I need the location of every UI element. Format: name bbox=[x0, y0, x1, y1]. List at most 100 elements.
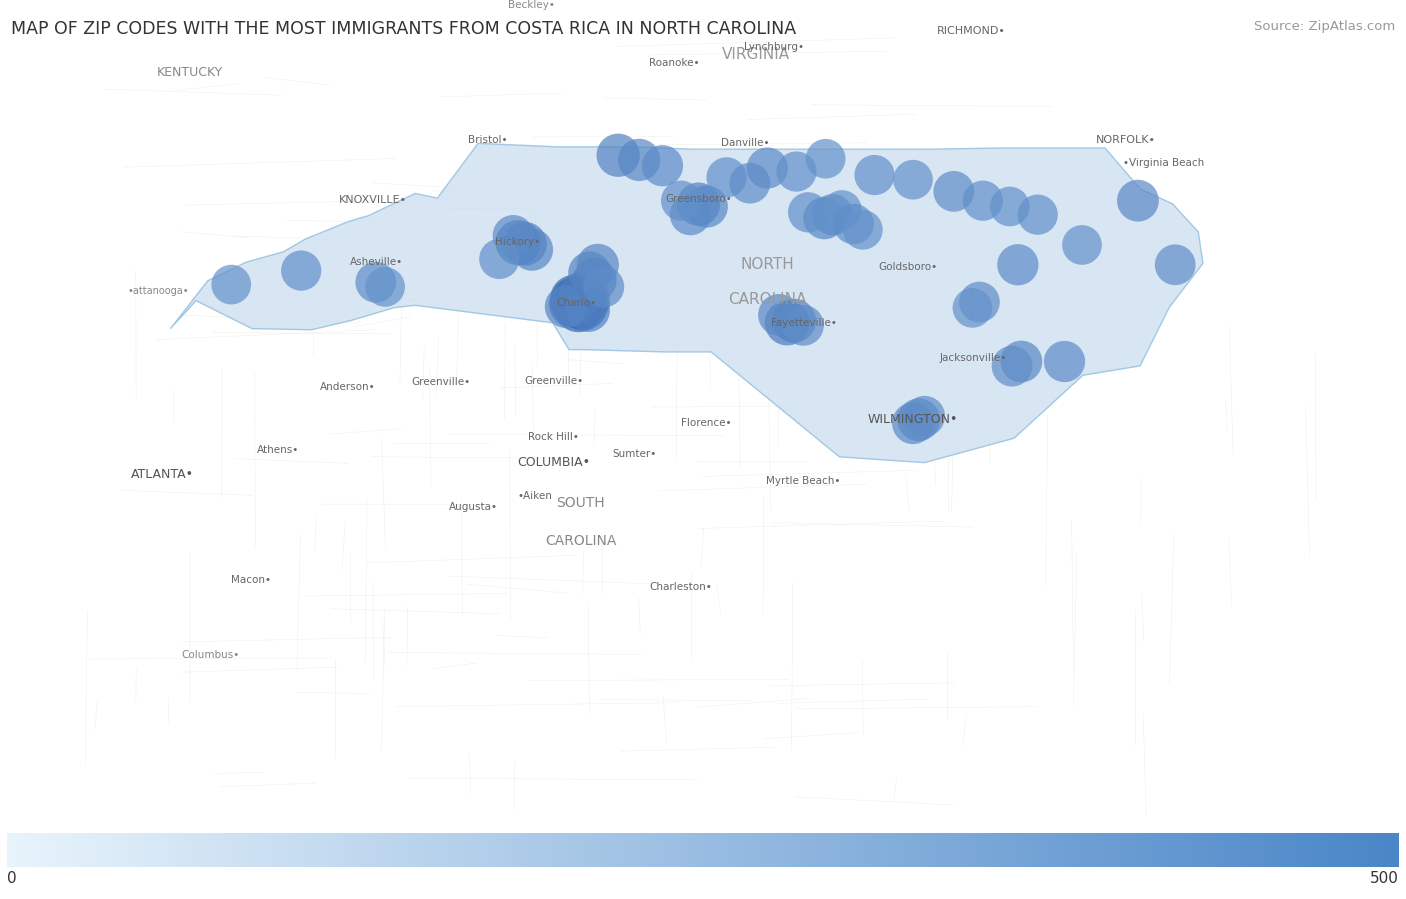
Point bbox=[1026, 208, 1049, 222]
Text: Greenville•: Greenville• bbox=[411, 378, 471, 387]
Point bbox=[842, 217, 865, 231]
Point bbox=[679, 208, 702, 222]
Point bbox=[219, 278, 242, 292]
Text: KENTUCKY: KENTUCKY bbox=[157, 66, 224, 79]
Point bbox=[901, 173, 924, 187]
Text: COLUMBIA•: COLUMBIA• bbox=[517, 456, 591, 469]
Text: CAROLINA: CAROLINA bbox=[728, 292, 806, 307]
Point bbox=[863, 168, 886, 182]
Text: NORFOLK•: NORFOLK• bbox=[1097, 135, 1156, 145]
Text: •Virginia Beach: •Virginia Beach bbox=[1123, 158, 1204, 168]
Text: Beckley•: Beckley• bbox=[508, 0, 555, 10]
Text: Anderson•: Anderson• bbox=[319, 382, 375, 392]
Point bbox=[942, 184, 965, 199]
Point bbox=[364, 275, 387, 289]
Text: MAP OF ZIP CODES WITH THE MOST IMMIGRANTS FROM COSTA RICA IN NORTH CAROLINA: MAP OF ZIP CODES WITH THE MOST IMMIGRANT… bbox=[11, 20, 796, 38]
Point bbox=[290, 263, 312, 278]
Point bbox=[569, 297, 592, 311]
Text: •attanooga•: •attanooga• bbox=[128, 287, 190, 297]
Text: Charleston•: Charleston• bbox=[650, 583, 713, 592]
Point bbox=[792, 318, 814, 333]
Point bbox=[962, 300, 984, 315]
Point bbox=[572, 298, 595, 313]
Point bbox=[513, 236, 536, 251]
Text: Sumter•: Sumter• bbox=[612, 450, 657, 459]
Point bbox=[821, 208, 844, 222]
Point bbox=[1010, 354, 1032, 369]
Point bbox=[607, 148, 630, 163]
Point bbox=[561, 298, 583, 312]
Text: Lynchburg•: Lynchburg• bbox=[744, 41, 804, 51]
Text: Hickory•: Hickory• bbox=[495, 237, 540, 247]
Text: CAROLINA: CAROLINA bbox=[546, 534, 616, 547]
Point bbox=[571, 287, 593, 301]
Point bbox=[1053, 354, 1076, 369]
Point bbox=[908, 413, 931, 427]
Point bbox=[578, 266, 600, 280]
Point bbox=[696, 200, 718, 214]
Point bbox=[1126, 193, 1149, 208]
Text: Florence•: Florence• bbox=[682, 418, 731, 428]
Text: Goldsboro•: Goldsboro• bbox=[879, 262, 938, 271]
Point bbox=[756, 161, 779, 175]
Text: SOUTH: SOUTH bbox=[557, 496, 605, 511]
Point bbox=[914, 409, 936, 423]
Point bbox=[564, 295, 586, 309]
Text: Fayetteville•: Fayetteville• bbox=[772, 318, 838, 328]
Text: ATLANTA•: ATLANTA• bbox=[131, 467, 194, 481]
Text: Danville•: Danville• bbox=[721, 138, 769, 148]
Point bbox=[1164, 258, 1187, 272]
Text: •Aiken: •Aiken bbox=[517, 492, 553, 502]
Point bbox=[998, 200, 1021, 214]
Point bbox=[576, 303, 599, 317]
Point bbox=[813, 211, 835, 226]
Point bbox=[901, 416, 924, 431]
Point bbox=[567, 300, 589, 315]
Point bbox=[628, 153, 651, 167]
Text: 0: 0 bbox=[7, 871, 17, 886]
Point bbox=[785, 165, 807, 179]
Point bbox=[651, 158, 673, 173]
Point bbox=[669, 193, 692, 208]
Point bbox=[783, 314, 806, 328]
Point bbox=[972, 193, 994, 208]
Point bbox=[520, 243, 543, 257]
Point bbox=[852, 223, 875, 237]
Text: Myrtle Beach•: Myrtle Beach• bbox=[766, 476, 841, 486]
Polygon shape bbox=[170, 143, 1204, 463]
Text: WILMINGTON•: WILMINGTON• bbox=[868, 413, 957, 426]
Point bbox=[814, 152, 837, 166]
Point bbox=[969, 295, 991, 309]
Point bbox=[583, 272, 606, 287]
Point bbox=[797, 205, 820, 219]
Point bbox=[1071, 237, 1094, 252]
Point bbox=[738, 176, 761, 191]
Point bbox=[592, 280, 614, 294]
Text: Greensboro•: Greensboro• bbox=[665, 194, 731, 204]
Point bbox=[776, 316, 799, 330]
Text: Charlo•: Charlo• bbox=[555, 298, 596, 308]
Point bbox=[575, 294, 598, 308]
Text: KNOXVILLE•: KNOXVILLE• bbox=[339, 195, 408, 206]
Point bbox=[586, 258, 609, 272]
Point bbox=[688, 197, 710, 211]
Point bbox=[562, 291, 585, 306]
Point bbox=[1001, 359, 1024, 373]
Text: VIRGINIA: VIRGINIA bbox=[721, 48, 790, 62]
Text: Jacksonville•: Jacksonville• bbox=[939, 352, 1007, 363]
Point bbox=[506, 236, 529, 250]
Point bbox=[768, 307, 790, 322]
Text: Asheville•: Asheville• bbox=[350, 257, 404, 267]
Text: Roanoke•: Roanoke• bbox=[648, 58, 699, 68]
Point bbox=[1007, 258, 1029, 272]
Point bbox=[374, 280, 396, 294]
Text: Columbus•: Columbus• bbox=[181, 650, 239, 660]
Text: Athens•: Athens• bbox=[256, 445, 298, 455]
Point bbox=[502, 228, 524, 243]
Text: Macon•: Macon• bbox=[231, 575, 271, 585]
Text: NORTH: NORTH bbox=[740, 257, 794, 272]
Point bbox=[831, 203, 853, 218]
Text: Augusta•: Augusta• bbox=[449, 502, 498, 512]
Text: Greenville•: Greenville• bbox=[524, 376, 583, 386]
Text: RICHMOND•: RICHMOND• bbox=[936, 26, 1005, 37]
